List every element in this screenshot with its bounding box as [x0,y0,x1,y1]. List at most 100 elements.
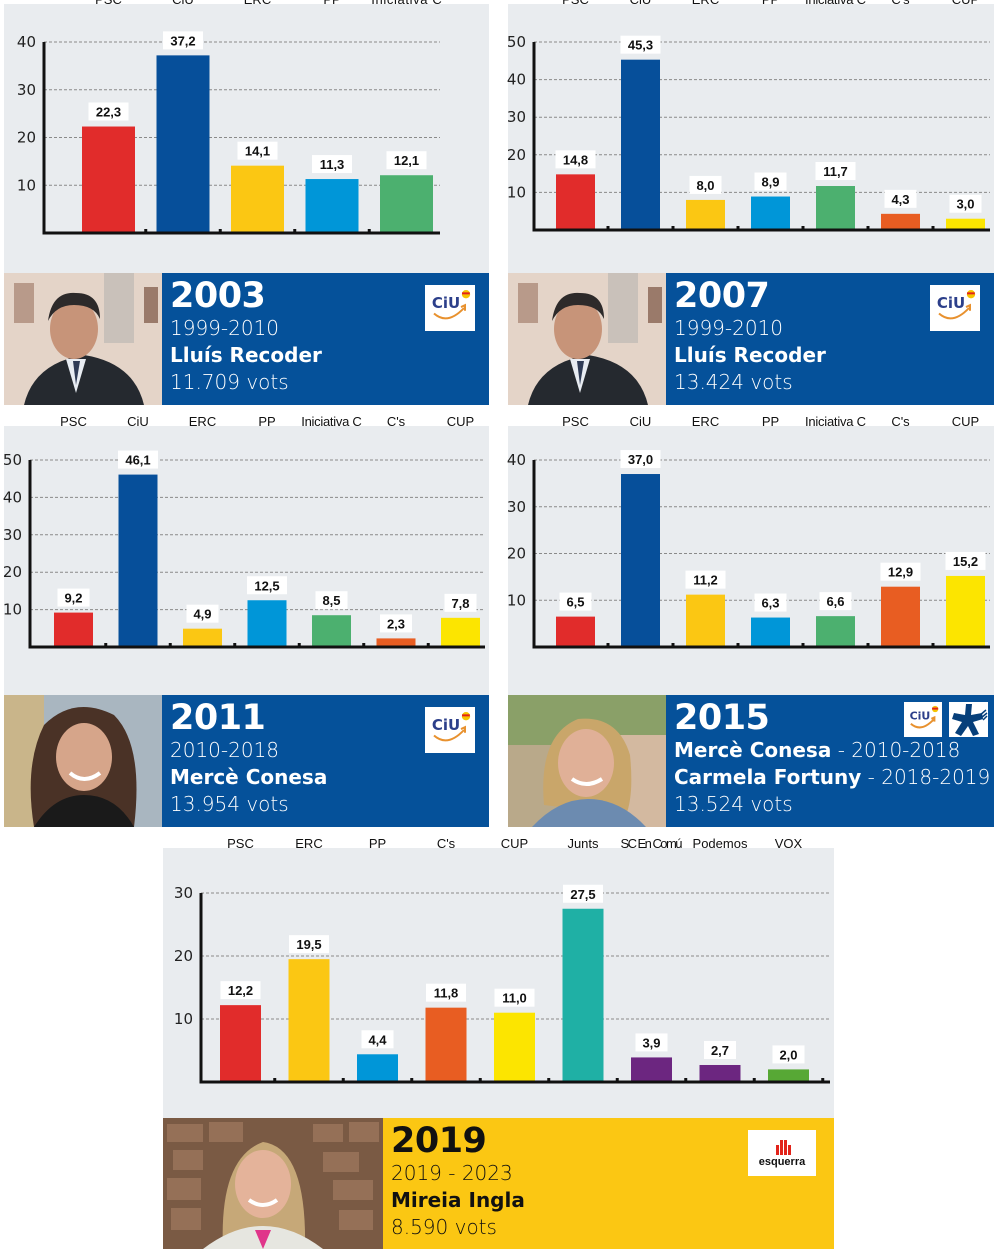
bar-c-s [376,638,416,646]
vote-count: 13.424 vots [674,370,793,394]
bar-cup [441,617,480,646]
value-label: 37,0 [628,452,653,467]
category-label: C's [891,0,910,7]
value-label: 12,9 [888,565,913,580]
value-label: 14,8 [563,152,588,167]
bar-psc [556,174,595,229]
category-label: C's [437,836,456,851]
value-label-box [945,551,986,570]
bar-pp [305,179,359,232]
ciu-logo: CiU [904,702,942,737]
mayor-name: Lluís Recoder [674,343,826,367]
year-title: 2019 [391,1121,487,1161]
category-label: ERC [692,0,719,7]
value-label-box [884,189,917,208]
category-label: PSC [562,414,589,429]
value-label: 6,5 [566,595,584,610]
value-label-box [819,592,852,611]
bar-pp [247,600,287,646]
category-label: CiU [172,0,194,7]
year-title: 2015 [674,698,770,738]
bar-ciu [156,55,210,232]
value-label: 46,1 [125,453,150,468]
category-label: PP [369,836,386,851]
category-label: ERC [244,0,271,7]
bar-pp [357,1054,398,1081]
value-label: 12,2 [228,983,253,998]
vote-count: 13.524 vots [674,792,793,816]
ciu-logo-icon: CiU [432,712,471,742]
mandate-period: 1999-2010 [170,316,280,340]
value-label: 11,2 [693,573,718,588]
value-label: 14,1 [245,144,270,159]
value-label-box [315,591,348,610]
mayor-name: Mireia Ingla [391,1188,525,1212]
portrait-woman-icon [508,695,666,827]
mayor-photo-lluis-recoder [4,273,162,405]
mayor-photo-carmela-fortuny [508,695,666,827]
chart-2007: 10 20 30 40 50 14,8 PSC 45,3 CiU 8,0 ERC 8,9 PP 11,7 I… [507,0,994,272]
value-label: 11,0 [502,991,527,1006]
bar-psc [82,126,135,232]
mandate-period-2: - 2018-2019 [861,765,991,789]
bar-cup [946,575,985,646]
portrait-man-icon [508,273,666,405]
category-label: CUP [952,0,979,7]
category-label: Iniciativa C [301,414,362,429]
mayor-name: Mercè Conesa [170,765,328,789]
value-label-box [494,988,535,1007]
category-label: CUP [501,836,528,851]
y-tick-label: 30 [174,884,193,902]
ciu-flag-stripe [462,714,470,717]
value-label: 2,7 [711,1043,729,1058]
category-label: PSC [95,0,122,7]
category-label: ERC [295,836,322,851]
value-label-box [361,1030,394,1049]
ciu-logo-text: CiU [937,294,965,312]
ciu-arrow-head [930,715,936,722]
portrait-woman-icon [4,695,162,827]
category-label: CUP [447,414,474,429]
ciu-logo: CiU [425,285,475,331]
ciu-arrow [433,307,465,320]
mayor-photo-lluis-recoder [508,273,666,405]
y-tick-label: 10 [507,183,526,201]
value-label-box [380,614,412,633]
bar-chart-2019: 10 20 30 12,2 PSC 19,5 ERC 4,4 PP 11,8 C's 11,0 CUP 2… [174,836,830,1084]
value-label: 37,2 [170,33,195,48]
category-label: Podemos [693,836,748,851]
bar-ciu [118,474,158,646]
category-label: PP [762,0,779,7]
category-label: VOX [775,836,803,851]
y-tick-label: 20 [17,129,36,147]
bar-chart-2015: 10 20 30 40 6,5 PSC 37,0 CiU 11,2 ERC 6,3 PP 6,6 Inic… [507,414,990,649]
category-label: Iniciativa C [805,414,866,429]
value-label-box [704,1040,736,1059]
category-label: Iniciativa C [371,0,442,7]
y-tick-label: 20 [507,545,526,563]
info-bar-2015: 2015 Mercè Conesa - 2010-2018 Carmela Fo… [508,695,994,827]
bar-psc [556,616,595,646]
value-label-box [635,1033,668,1052]
value-label: 2,0 [779,1047,797,1062]
value-label: 22,3 [96,105,121,120]
mandate-period: 1999-2010 [674,316,784,340]
chart-2011: 10 20 30 40 50 9,2 PSC 46,1 CiU 4,9 ERC 12,5 PP 8,5 In… [3,414,489,694]
value-label-box [772,1045,805,1064]
ciu-logo-icon: CiU [910,705,939,729]
bar-podemos [699,1064,741,1081]
ciu-arrow-head [965,303,971,311]
bar-chart-2003: 10 20 30 40 22,3 PSC 37,2 CiU 14,1 ERC 11,3 PP 12,1 I… [17,0,442,235]
value-label: 45,3 [628,38,653,53]
ciu-logo-icon: CiU [432,290,471,320]
y-tick-label: 10 [507,591,526,609]
ciu-logo-text: CiU [432,716,460,734]
y-tick-label: 10 [3,601,22,619]
pdecat-star-icon [952,704,988,736]
info-bar-2007: 2007 1999-2010 Lluís Recoder 13.424 vots… [508,273,994,405]
bar-ciu [621,59,660,229]
chart-2019: 10 20 30 12,2 PSC 19,5 ERC 4,4 PP 11,8 C's 11,0 CUP 2… [163,836,834,1118]
esquerra-logo: esquerra [748,1130,816,1176]
category-label: Junts [567,836,599,851]
value-label-box [386,151,427,170]
